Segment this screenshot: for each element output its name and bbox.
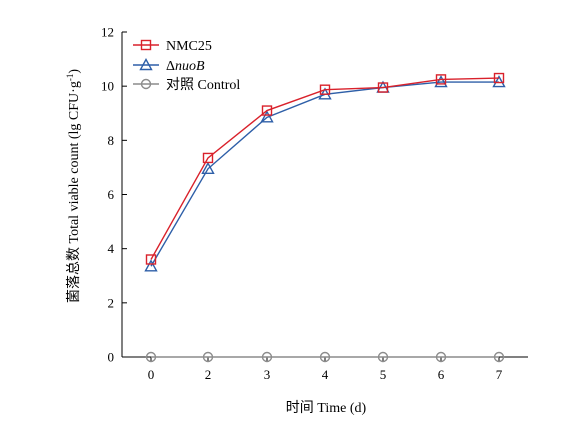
y-tick-label: 12 [101,25,114,40]
data-point [319,84,331,95]
x-tick-label: 2 [205,367,212,382]
data-point [493,72,505,84]
x-tick-label: 7 [496,367,503,382]
data-point [435,351,447,363]
data-point [377,351,389,363]
x-axis-title: 时间 Time (d) [286,400,367,416]
y-tick-label: 2 [108,295,115,310]
legend-item: ΔnuoB [133,58,205,74]
data-point [261,105,273,116]
series-line [150,81,499,267]
series-circle [145,351,505,363]
data-point [493,351,505,363]
legend: NMC25 ΔnuoB 对照 Control [133,39,240,93]
legend-label: ΔnuoB [166,59,205,74]
series-square [145,72,505,265]
y-tick-label: 4 [108,241,115,256]
legend-marker [140,39,152,51]
legend-item: NMC25 [133,39,212,54]
y-axis-title-close: ) [67,69,82,74]
x-tick-label: 0 [148,367,155,382]
data-point [261,351,273,363]
legend-marker [140,78,152,90]
x-tick-label: 3 [264,367,271,382]
y-tick-label: 6 [108,187,115,202]
legend-label: 对照 Control [166,77,240,93]
y-axis-title-main: 菌落总数 Total viable count (lg CFU·g [66,81,82,303]
data-point [435,74,447,85]
data-point [202,152,214,164]
legend-item: 对照 Control [133,77,240,93]
legend-label-part: 对照 Control [166,77,240,93]
data-point [260,110,274,123]
data-point [492,75,506,88]
data-point [202,351,214,363]
y-tick-label: 0 [108,350,115,365]
data-point [377,82,389,93]
data-point [145,351,157,363]
legend-label-part: NMC25 [166,39,212,54]
legend-label: NMC25 [166,39,212,54]
y-axis-title-superscript: -1 [65,74,75,82]
x-tick-label: 4 [322,367,329,382]
data-point [434,75,448,88]
data-point [145,254,157,265]
data-point [144,259,158,272]
y-tick-label: 8 [108,133,115,148]
x-tick-label: 5 [380,367,387,382]
legend-label-part: Δ [166,59,175,74]
legend-label-part: nuoB [175,59,205,74]
data-point [201,161,215,174]
series-line [150,77,500,260]
y-tick-label: 10 [101,79,114,94]
x-tick-label: 6 [438,367,445,382]
legend-marker [139,58,153,71]
series-layer [144,72,506,363]
data-point [319,351,331,363]
y-axis-title: 菌落总数 Total viable count (lg CFU·g-1) [65,69,82,303]
